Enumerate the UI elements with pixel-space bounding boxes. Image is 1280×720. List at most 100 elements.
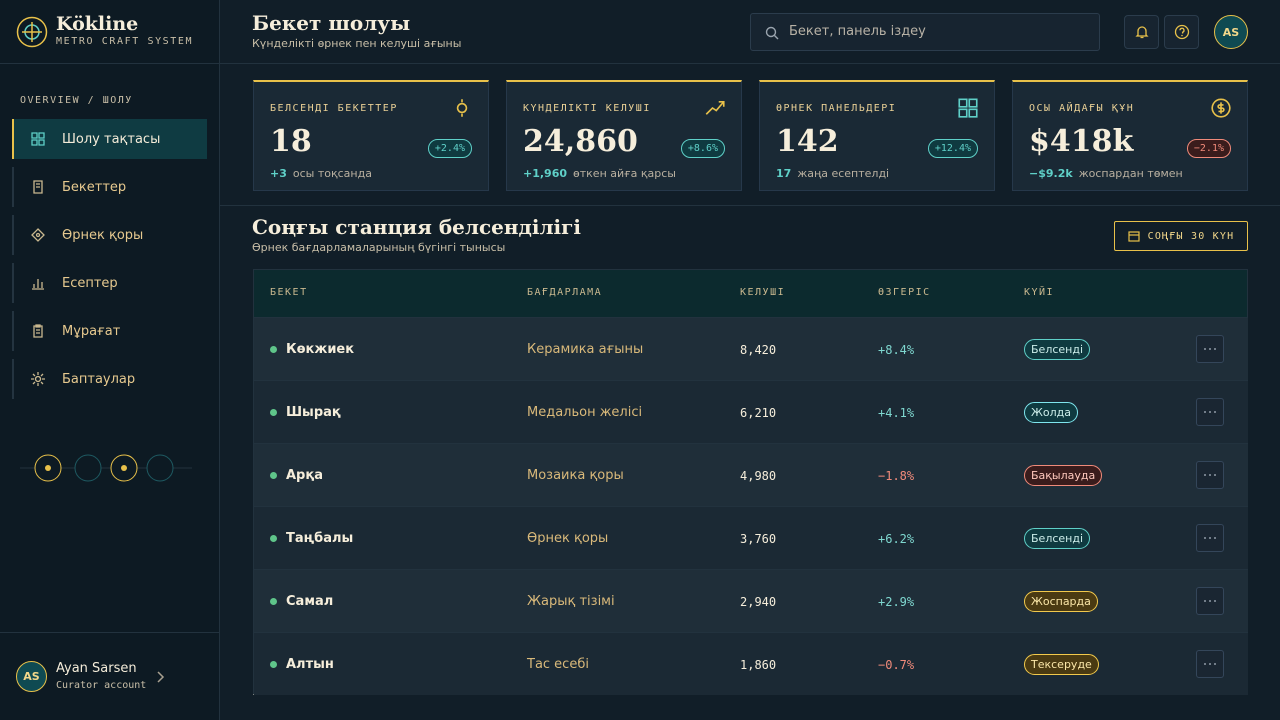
station-cell: Көкжиек: [270, 318, 354, 381]
calendar-icon: [1128, 231, 1140, 242]
nav-label: Шолу тақтасы: [62, 131, 161, 147]
nav-item[interactable]: Өрнек қоры: [12, 215, 207, 255]
kpi-value: 142: [776, 124, 839, 159]
more-dot: [1204, 537, 1206, 539]
status-cell: Белсенді: [1024, 507, 1091, 570]
row-actions-button[interactable]: [1196, 335, 1224, 363]
more-dot: [1204, 474, 1206, 476]
kpi-badge: −2.1%: [1186, 139, 1231, 158]
table-row: Көкжиек Керамика ағыны 8,420 +8.4% Белсенді: [254, 317, 1248, 380]
decoration: [20, 454, 192, 482]
column-header: БЕКЕТ: [270, 287, 308, 298]
visitors-cell: 4,980: [740, 468, 777, 483]
page-title: Бекет шолуы: [252, 11, 411, 35]
program-cell: Өрнек қоры: [527, 531, 609, 546]
program-cell: Тас есебі: [527, 657, 589, 672]
kpi-card: БЕЛСЕНДІ БЕКЕТТЕР 18 +2.4% +3 осы тоқсанда: [253, 80, 489, 191]
icon-path: [32, 279, 44, 290]
brand-logo: [16, 16, 48, 48]
row-actions-button[interactable]: [1196, 524, 1224, 552]
row-actions-button[interactable]: [1196, 650, 1224, 678]
search-placeholder: Бекет, панель іздеу: [789, 24, 926, 39]
more-dot: [1214, 411, 1216, 413]
help-icon: [1174, 24, 1189, 40]
kpi-footnote: −$9.2k жоспардан төмен: [1029, 167, 1183, 180]
chevron[interactable]: [156, 670, 166, 684]
icon-path: [31, 228, 45, 242]
kpi-card: ОСЫ АЙДАҒЫ ҚҰН $418k −2.1% −$9.2k жоспардан …: [1012, 80, 1248, 191]
row-actions-button[interactable]: [1196, 461, 1224, 489]
change-cell: +8.4%: [878, 342, 915, 357]
kpi-value: 24,860: [523, 124, 638, 159]
status-dot: [270, 409, 277, 416]
icon: [33, 180, 43, 194]
icon: [705, 100, 725, 115]
kpi-delta: −$9.2k: [1029, 167, 1073, 180]
table-row: Алтын Тас есебі 1,860 −0.7% Тексеруде: [254, 632, 1248, 695]
header-avatar[interactable]: AS: [1214, 15, 1248, 49]
row-actions-button[interactable]: [1196, 587, 1224, 615]
more-dot: [1209, 663, 1211, 665]
visitors-cell: 8,420: [740, 342, 777, 357]
more-dot: [1209, 600, 1211, 602]
status-cell: Бақылауда: [1024, 444, 1103, 507]
program-cell: Жарық тізімі: [527, 594, 615, 609]
station-cell: Алтын: [270, 633, 334, 696]
column-header: КЕЛУШІ: [740, 287, 786, 298]
kpi-delta: +3: [270, 167, 287, 180]
more-icon: [1204, 348, 1216, 350]
page-subtitle: Күнделікті өрнек пен келуші ағыны: [252, 37, 462, 50]
station-cell: Таңбалы: [270, 507, 353, 570]
range-label: СОҢҒЫ 30 КҮН: [1147, 230, 1235, 242]
nav-item[interactable]: Мұрағат: [12, 311, 207, 351]
change-cell: −0.7%: [878, 657, 915, 672]
help-button[interactable]: [1164, 15, 1199, 49]
notifications-button[interactable]: [1124, 15, 1159, 49]
visitors-cell: 1,860: [740, 657, 777, 672]
more-dot: [1209, 348, 1211, 350]
section-title: Соңғы станция белсенділігі: [252, 215, 582, 239]
more-dot: [1214, 663, 1216, 665]
nav-label: Мұрағат: [62, 323, 121, 339]
status-cell: Белсенді: [1024, 318, 1091, 381]
row-actions-button[interactable]: [1196, 398, 1224, 426]
status-pill: Жоспарда: [1024, 591, 1098, 612]
program-cell: Медальон желісі: [527, 405, 643, 420]
icon-path: [456, 99, 468, 117]
kpi-delta: +1,960: [523, 167, 568, 180]
more-icon: [1204, 537, 1216, 539]
more-dot: [1214, 600, 1216, 602]
icon: [32, 279, 44, 290]
nav-item[interactable]: Бекеттер: [12, 167, 207, 207]
search-box[interactable]: Бекет, панель іздеу: [750, 13, 1100, 51]
breadcrumb: OVERVIEW / ШОЛУ: [20, 95, 133, 106]
nav-item[interactable]: Баптаулар: [12, 359, 207, 399]
status-dot: [270, 661, 277, 668]
header: Бекет шолуы Күнделікті өрнек пен келуші …: [220, 0, 1280, 64]
divider: [0, 632, 219, 633]
table-header: [254, 270, 1247, 317]
kpi-value: $418k: [1029, 124, 1134, 159]
table-row: Таңбалы Өрнек қоры 3,760 +6.2% Белсенді: [254, 506, 1248, 569]
kpi-label: БЕЛСЕНДІ БЕКЕТТЕР: [270, 103, 398, 114]
icon-path: [33, 180, 43, 194]
nav-item[interactable]: Шолу тақтасы: [12, 119, 207, 159]
user-avatar[interactable]: AS: [16, 661, 47, 692]
more-icon: [1204, 411, 1216, 413]
status-pill: Бақылауда: [1024, 465, 1103, 486]
nav-label: Баптаулар: [62, 371, 136, 387]
kpi-badge: +8.6%: [680, 139, 725, 158]
icon-path: [33, 324, 43, 338]
more-dot: [1204, 600, 1206, 602]
nav-item[interactable]: Есептер: [12, 263, 207, 303]
change-cell: −1.8%: [878, 468, 915, 483]
nav-label: Өрнек қоры: [62, 227, 144, 243]
range-button[interactable]: СОҢҒЫ 30 КҮН: [1114, 221, 1248, 251]
table-row: Шырақ Медальон желісі 6,210 +4.1% Жолда: [254, 380, 1248, 443]
program-cell: Керамика ағыны: [527, 342, 644, 357]
more-dot: [1209, 411, 1211, 413]
status-pill: Белсенді: [1024, 339, 1091, 360]
user-role: Curator account: [56, 680, 147, 691]
status-cell: Жоспарда: [1024, 570, 1098, 633]
